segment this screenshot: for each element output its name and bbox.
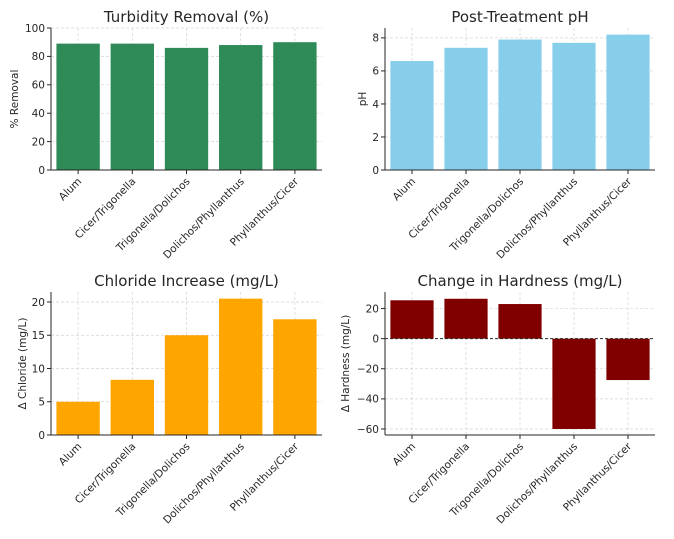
x-tick-label: Alum <box>391 176 419 204</box>
chart-title: Chloride Increase (mg/L) <box>94 272 279 290</box>
y-tick-label: 80 <box>32 51 45 63</box>
bar-trigonella-dolichos <box>164 47 209 170</box>
bar-trigonella-dolichos <box>164 335 209 435</box>
y-tick-label: 6 <box>372 66 379 78</box>
y-tick-label: 2 <box>372 132 379 144</box>
y-tick-label: 10 <box>32 363 45 375</box>
y-axis-label: % Removal <box>9 70 21 129</box>
bar-alum <box>390 61 434 170</box>
y-tick-label: 4 <box>372 99 379 111</box>
bar-cicer-trigonella <box>444 47 488 171</box>
y-tick-label: 20 <box>32 136 45 148</box>
bar-phyllanthus-cicer <box>606 338 650 381</box>
bar-trigonella-dolichos <box>498 304 542 339</box>
y-tick-label: −60 <box>357 424 379 436</box>
y-tick-label: 20 <box>32 297 45 309</box>
y-tick-label: 20 <box>366 303 379 315</box>
bar-cicer-trigonella <box>110 379 154 435</box>
y-tick-label: 100 <box>25 23 45 35</box>
y-axis-label: Δ Chloride (mg/L) <box>17 317 29 409</box>
y-tick-label: −20 <box>357 364 379 376</box>
bar-alum <box>390 300 434 339</box>
bar-dolichos-phyllanthus <box>219 298 263 435</box>
bar-phyllanthus-cicer <box>273 42 317 171</box>
y-axis-label: pH <box>357 92 369 107</box>
bar-phyllanthus-cicer <box>606 34 650 171</box>
x-tick-label: Alum <box>57 176 85 204</box>
y-tick-label: 15 <box>32 330 45 342</box>
chart-title: Change in Hardness (mg/L) <box>418 272 623 290</box>
y-tick-label: 0 <box>372 333 379 345</box>
chart-panel-ph: 02468AlumCicer/TrigonellaTrigonella/Doli… <box>357 8 655 261</box>
bar-cicer-trigonella <box>444 298 488 339</box>
y-tick-label: 40 <box>32 108 45 120</box>
y-tick-label: 0 <box>38 165 45 177</box>
x-tick-label: Alum <box>57 441 85 469</box>
y-axis-label: Δ Hardness (mg/L) <box>340 315 352 413</box>
chart-title: Turbidity Removal (%) <box>103 8 269 26</box>
chart-title: Post-Treatment pH <box>451 8 588 26</box>
bar-dolichos-phyllanthus <box>552 338 596 429</box>
y-tick-label: 5 <box>38 397 45 409</box>
bar-dolichos-phyllanthus <box>552 42 596 170</box>
bar-dolichos-phyllanthus <box>219 45 263 170</box>
y-tick-label: 0 <box>38 430 45 442</box>
bar-trigonella-dolichos <box>498 39 542 171</box>
bar-alum <box>56 43 100 171</box>
x-tick-label: Alum <box>391 441 419 469</box>
bar-phyllanthus-cicer <box>273 319 317 435</box>
bar-alum <box>56 401 100 435</box>
chart-panel-chloride: 05101520AlumCicer/TrigonellaTrigonella/D… <box>17 272 322 526</box>
y-tick-label: 8 <box>372 33 379 45</box>
y-tick-label: 0 <box>372 165 379 177</box>
chart-panel-turbidity: 020406080100AlumCicer/TrigonellaTrigonel… <box>9 8 322 261</box>
y-tick-label: −40 <box>357 394 379 406</box>
y-tick-label: 60 <box>32 80 45 92</box>
bar-cicer-trigonella <box>110 43 154 171</box>
chart-panel-hardness: −60−40−20020AlumCicer/TrigonellaTrigonel… <box>340 272 655 526</box>
